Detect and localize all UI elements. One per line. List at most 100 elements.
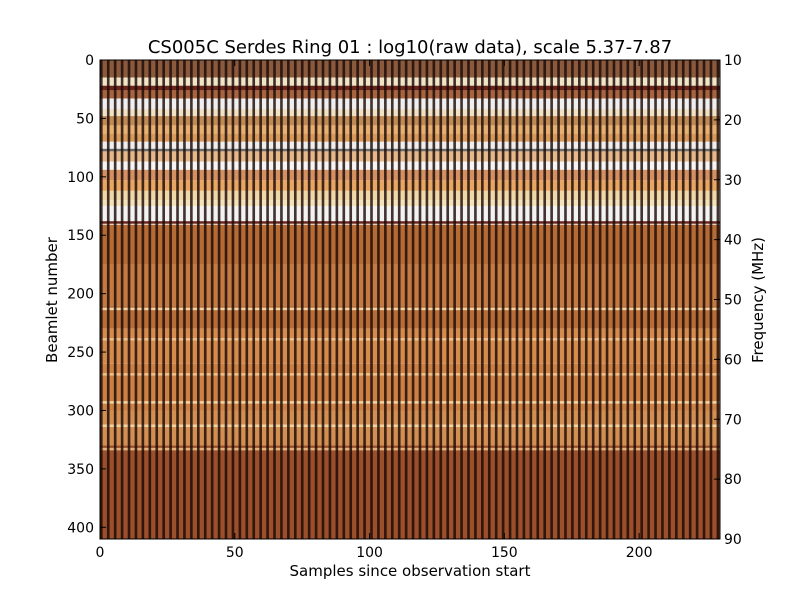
sample-column <box>335 60 339 539</box>
sample-column <box>460 60 463 539</box>
beamlet-band <box>100 328 720 364</box>
sample-column <box>183 60 186 539</box>
sample-column <box>127 60 131 539</box>
sample-column <box>280 60 283 539</box>
sample-column <box>210 60 214 539</box>
sample-column <box>647 60 650 539</box>
beamlet-band <box>100 77 720 86</box>
y2-tick-label: 30 <box>724 173 742 189</box>
sample-column <box>349 60 353 539</box>
beamlet-band <box>100 151 720 162</box>
sample-column <box>314 60 318 539</box>
sample-column <box>113 60 117 539</box>
y2-tick-label: 90 <box>724 532 742 548</box>
chart-title: CS005C Serdes Ring 01 : log10(raw data),… <box>148 37 672 58</box>
y2-axis-label: Frequency (MHz) <box>749 237 767 363</box>
beamlet-line <box>100 307 720 311</box>
sample-column <box>578 60 581 539</box>
sample-column <box>550 60 553 539</box>
beamlet-line <box>100 424 720 428</box>
sample-column <box>307 60 311 539</box>
sample-column <box>148 60 152 539</box>
sample-column <box>536 60 540 539</box>
beamlet-band <box>100 180 720 191</box>
sample-column <box>273 60 276 539</box>
sample-column <box>709 60 713 539</box>
sample-column <box>370 60 373 539</box>
sample-column <box>432 60 436 539</box>
sample-column <box>557 60 560 539</box>
y-tick-label: 200 <box>67 287 94 303</box>
x-tick-label: 100 <box>356 545 383 561</box>
sample-column <box>155 60 159 539</box>
sample-column <box>446 60 450 539</box>
sample-column <box>474 60 477 539</box>
sample-column <box>543 60 547 539</box>
sample-column <box>384 60 387 539</box>
sample-column <box>169 60 172 539</box>
beamlet-line <box>100 447 720 451</box>
sample-column <box>695 60 699 539</box>
sample-column <box>259 60 262 539</box>
sample-column <box>190 60 193 539</box>
sample-column <box>425 60 429 539</box>
beamlet-band <box>100 85 720 91</box>
sample-column <box>377 60 380 539</box>
sample-column <box>654 60 657 539</box>
sample-column <box>668 60 671 539</box>
sample-column <box>688 60 692 539</box>
sample-column <box>404 60 408 539</box>
x-tick-label: 200 <box>626 545 653 561</box>
sample-column <box>675 60 678 539</box>
sample-column <box>591 60 595 539</box>
beamlet-line <box>100 338 720 341</box>
beamlet-band <box>100 410 720 446</box>
beamlet-band <box>100 116 720 126</box>
beamlet-line <box>100 401 720 404</box>
y-tick-label: 150 <box>67 228 94 244</box>
sample-column <box>494 60 498 539</box>
y-tick-label: 300 <box>67 403 94 419</box>
sample-column <box>287 60 290 539</box>
beamlet-band <box>100 109 720 117</box>
y2-tick-label: 10 <box>724 53 742 69</box>
beamlet-band <box>100 141 720 152</box>
sample-column <box>626 60 630 539</box>
sample-column <box>508 60 512 539</box>
sample-column <box>702 60 706 539</box>
sample-column <box>238 60 242 539</box>
beamlet-band <box>100 161 720 170</box>
sample-column <box>584 60 588 539</box>
sample-column <box>481 60 484 539</box>
x-tick-label: 0 <box>96 545 105 561</box>
beamlet-band <box>100 98 720 110</box>
x-axis: 0 50 100 150 200 <box>96 60 653 561</box>
sample-column <box>141 60 145 539</box>
sample-column <box>224 60 228 539</box>
y-tick-label: 0 <box>85 53 94 69</box>
sample-column <box>418 60 422 539</box>
plot-area <box>99 59 721 540</box>
beamlet-band <box>100 125 720 134</box>
sample-column <box>661 60 664 539</box>
beamlet-line <box>100 221 720 224</box>
sample-column <box>363 60 366 539</box>
sample-column <box>293 60 297 539</box>
beamlet-band <box>100 133 720 142</box>
y2-tick-label: 70 <box>724 412 742 428</box>
beamlet-band <box>100 190 720 201</box>
sample-column <box>245 60 249 539</box>
sample-column <box>605 60 609 539</box>
y2-tick-label: 50 <box>724 293 742 309</box>
sample-column <box>598 60 602 539</box>
sample-column <box>106 60 110 539</box>
beamlet-line <box>100 373 720 376</box>
y-tick-label: 100 <box>67 170 94 186</box>
y-tick-label: 350 <box>67 462 94 478</box>
sample-column <box>162 60 165 539</box>
sample-column <box>411 60 415 539</box>
sample-column <box>501 60 505 539</box>
y-tick-label: 400 <box>67 520 94 536</box>
beamlet-band <box>100 169 720 181</box>
y2-tick-label: 20 <box>724 113 742 129</box>
